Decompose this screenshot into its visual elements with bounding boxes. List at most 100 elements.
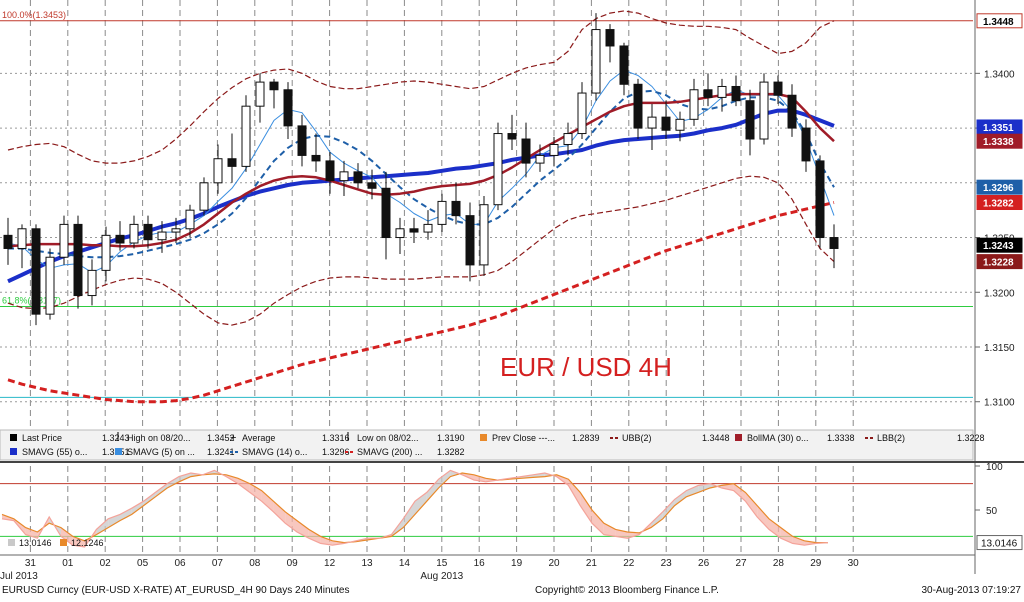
candle-down xyxy=(353,171,363,184)
osc-fill xyxy=(72,536,85,547)
osc-fill xyxy=(603,523,616,537)
osc-fill xyxy=(568,479,581,506)
fib-level-label: 100.0%(1.3453) xyxy=(2,10,66,20)
candle-up xyxy=(577,92,587,135)
legend-label: SMAVG (200) ... xyxy=(357,447,422,457)
candle-down xyxy=(115,234,125,244)
y-tick-label: 1.3150 xyxy=(984,343,1015,354)
chart-title: EUR / USD 4H xyxy=(500,352,672,382)
candle-down xyxy=(381,187,391,239)
osc-fill xyxy=(143,492,156,506)
candle-up xyxy=(437,200,447,225)
legend-label: Last Price xyxy=(22,433,62,443)
osc-fill xyxy=(61,527,73,546)
x-axis: 30 31 01 02 05 06 07 08 09 12 13 14 15 16 19 20 21 22 23 26… xyxy=(0,554,975,582)
osc-legend-swatch xyxy=(60,539,67,546)
x-tick-label: 26 xyxy=(698,558,710,569)
legend-value: 1.3338 xyxy=(827,433,855,443)
osc-fill xyxy=(238,478,250,493)
series-line xyxy=(7,175,835,326)
osc-fill xyxy=(674,490,687,506)
last-value-marker xyxy=(976,195,1023,211)
x-month-label: Jul 2013 xyxy=(0,571,38,582)
x-tick-label: 21 xyxy=(586,558,598,569)
legend-label: SMAVG (14) o... xyxy=(242,447,307,457)
x-tick-label: 09 xyxy=(287,558,299,569)
grid-lines xyxy=(0,0,973,554)
candle-down xyxy=(829,237,839,249)
candle-down xyxy=(367,182,377,189)
legend-swatch: + xyxy=(230,432,236,444)
candle-down xyxy=(311,154,321,162)
x-tick-label: 27 xyxy=(735,558,747,569)
x-tick-label: 01 xyxy=(62,558,74,569)
legend-swatch xyxy=(480,434,487,441)
candle-down xyxy=(31,228,41,315)
legend-label: Average xyxy=(242,433,275,443)
candle-up xyxy=(59,223,69,258)
last-value-marker xyxy=(976,237,1023,253)
osc-fill xyxy=(769,518,781,539)
osc-fill xyxy=(332,540,345,546)
x-tick-label: 29 xyxy=(810,558,822,569)
legend-label: SMAVG (55) o... xyxy=(22,447,87,457)
x-tick-label: 14 xyxy=(399,558,411,569)
candle-down xyxy=(451,200,461,217)
candle-down xyxy=(815,160,825,239)
footer: EURUSD Curncy (EUR-USD X-RATE) AT_EURUSD… xyxy=(2,585,1021,596)
legend-value: 1.3190 xyxy=(437,433,465,443)
candle-down xyxy=(605,29,615,47)
osc-y-tick-label: 100 xyxy=(986,462,1003,473)
osc-fill xyxy=(662,499,675,519)
last-value-marker xyxy=(976,13,1023,29)
x-tick-label: 08 xyxy=(249,558,261,569)
legend-swatch xyxy=(115,448,122,455)
osc-fill xyxy=(179,473,191,482)
x-tick-label: 16 xyxy=(474,558,486,569)
last-value-marker xyxy=(976,179,1023,195)
last-value-marker xyxy=(976,133,1023,149)
candle-up xyxy=(157,231,167,241)
footer-security: EURUSD Curncy (EUR-USD X-RATE) AT_EURUSD… xyxy=(2,585,350,596)
osc-fill xyxy=(592,510,604,535)
candle-up xyxy=(717,85,727,98)
candle-down xyxy=(73,223,83,297)
last-value-label: 1.3338 xyxy=(983,137,1014,148)
candle-down xyxy=(507,133,517,140)
candle-down xyxy=(661,116,671,131)
x-tick-label: 02 xyxy=(100,558,112,569)
candle-up xyxy=(241,105,251,167)
legend-value: 1.2839 xyxy=(572,433,600,443)
osc-legend-value: 13.0146 xyxy=(19,538,52,548)
candle-down xyxy=(619,45,629,85)
candle-down xyxy=(143,223,153,241)
osc-fill xyxy=(804,540,817,546)
legend-swatch xyxy=(735,434,742,441)
osc-fill xyxy=(651,511,663,528)
candle-up xyxy=(17,228,27,249)
legend-value: 1.3282 xyxy=(437,447,465,457)
candle-up xyxy=(395,228,405,239)
candle-up xyxy=(549,143,559,156)
candle-up xyxy=(87,269,97,297)
x-tick-label: 12 xyxy=(324,558,336,569)
y-tick-label: 1.3400 xyxy=(984,69,1015,80)
last-value-label: 1.3448 xyxy=(983,17,1014,28)
osc-fill xyxy=(155,483,168,497)
candle-up xyxy=(675,118,685,131)
candle-up xyxy=(647,116,657,129)
osc-fill xyxy=(733,483,746,502)
x-tick-label: 06 xyxy=(174,558,186,569)
x-tick-label: 31 xyxy=(25,558,37,569)
candle-down xyxy=(633,83,643,129)
candle-down xyxy=(521,138,531,164)
osc-fill xyxy=(686,485,699,497)
legend-value: 1.3241 xyxy=(207,447,235,457)
legend-value: 1.3296 xyxy=(322,447,350,457)
candle-up xyxy=(493,133,503,206)
x-tick-label: 20 xyxy=(548,558,560,569)
osc-fill xyxy=(285,511,297,532)
x-month-label: Aug 2013 xyxy=(420,571,463,582)
